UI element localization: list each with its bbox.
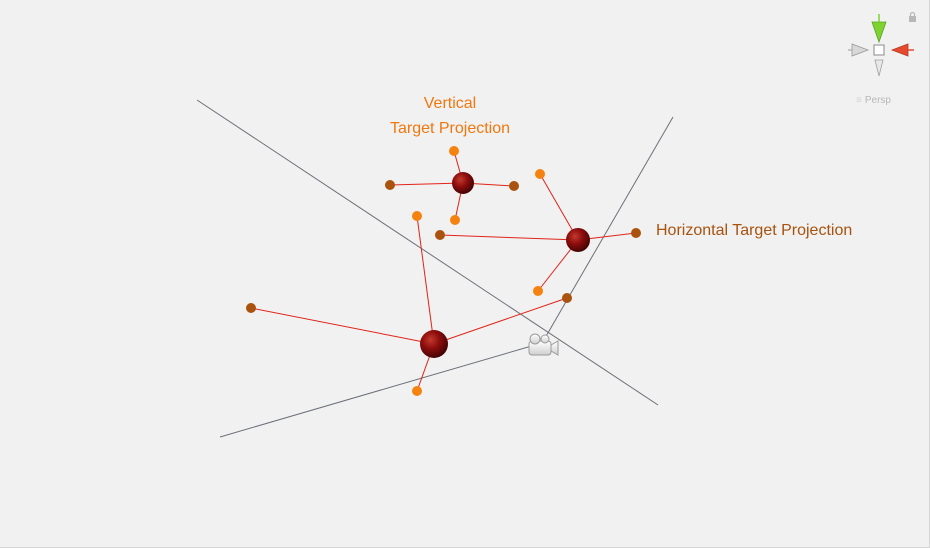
orientation-gizmo[interactable] [846, 10, 916, 90]
projection-mode-text: Persp [864, 95, 891, 106]
target-sphere[interactable] [452, 172, 474, 194]
gizmo-axis-neg-x[interactable] [848, 43, 870, 57]
projection-mode-label[interactable]: ≡ Persp [856, 95, 891, 106]
horizontal-point[interactable] [435, 230, 445, 240]
horizontal-point[interactable] [631, 228, 641, 238]
target-sphere[interactable] [420, 330, 448, 358]
horizontal-point[interactable] [509, 181, 519, 191]
projection-mode-marker: ≡ [856, 95, 862, 106]
frustum-lines [196, 99, 674, 438]
horizontal-projection-points [246, 180, 641, 313]
frustum-line-right [544, 116, 674, 339]
vertical-point[interactable] [533, 286, 543, 296]
vertical-point[interactable] [449, 146, 459, 156]
projection-connectors [250, 150, 637, 392]
target-spheres [420, 172, 590, 358]
vertical-point[interactable] [412, 386, 422, 396]
horizontal-projection-label: Horizontal Target Projection [656, 222, 853, 239]
gizmo-axis-y[interactable] [871, 14, 887, 44]
vertical-point[interactable] [450, 215, 460, 225]
gizmo-axis-neg-y[interactable] [874, 59, 884, 77]
vertical-point[interactable] [412, 211, 422, 221]
camera-icon[interactable] [528, 333, 559, 356]
vertical-point[interactable] [535, 169, 545, 179]
gizmo-axis-x[interactable] [890, 43, 914, 57]
vertical-projection-label: Vertical Target Projection [370, 91, 530, 141]
horizontal-point[interactable] [246, 303, 256, 313]
vertical-label-line1: Vertical [423, 95, 477, 112]
frustum-line-bottom [219, 344, 536, 438]
vertical-label-line2: Target Projection [389, 120, 511, 137]
horizontal-point[interactable] [385, 180, 395, 190]
gizmo-center-cube[interactable] [873, 44, 885, 56]
vertical-projection-points [412, 146, 545, 396]
frustum-line-left [196, 99, 659, 406]
lock-icon[interactable] [909, 11, 916, 23]
target-sphere[interactable] [566, 228, 590, 252]
horizontal-point[interactable] [562, 293, 572, 303]
